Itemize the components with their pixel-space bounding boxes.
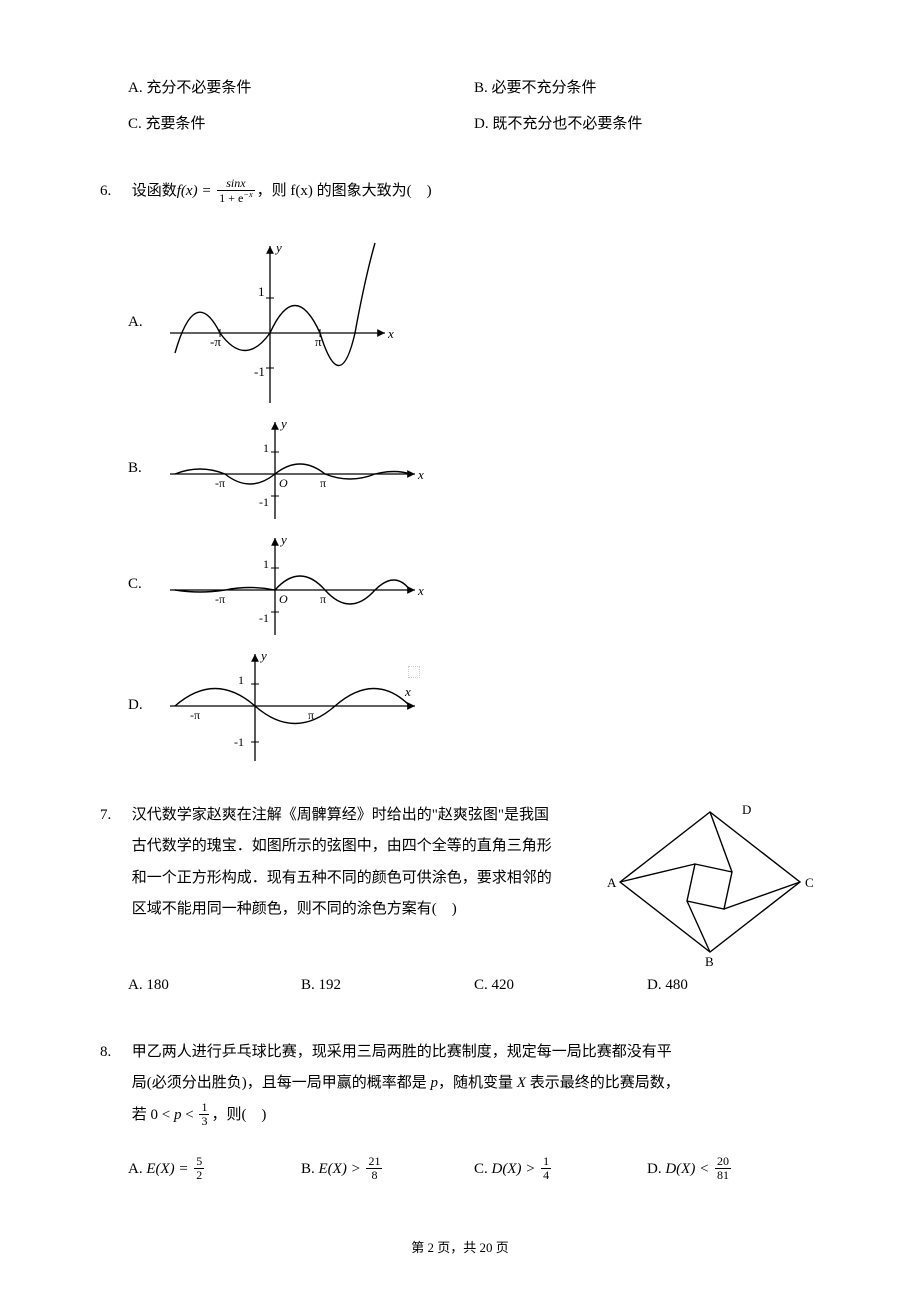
q7-figure: A B C D (600, 802, 820, 967)
svg-text:-π: -π (190, 708, 200, 722)
q6-opt-c-label: C. (128, 576, 160, 593)
q8-opt-b: B. E(X) > 218 (301, 1151, 474, 1187)
q6-opt-d-label: D. (128, 697, 160, 714)
svg-text:D: D (742, 802, 751, 817)
q8-line1: 甲乙两人进行乒乓球比赛，现采用三局两胜的比赛制度，规定每一局比赛都没有平 (132, 1044, 672, 1060)
svg-text:x: x (404, 684, 411, 699)
q6-stem-prefix: 设函数 (132, 183, 177, 199)
q5-opt-b: B. 必要不充分条件 (474, 70, 820, 106)
q6-opt-a: A. x y 1 -1 π -π (128, 238, 820, 408)
svg-text:1: 1 (263, 557, 269, 571)
q6-graph-d: x y 1 -1 π -π (160, 646, 430, 766)
q6-opt-b-label: B. (128, 460, 160, 477)
svg-text:1: 1 (263, 441, 269, 455)
q6-fraction: sinx 1 + e−x (217, 177, 254, 204)
svg-text:y: y (279, 416, 287, 431)
svg-text:π: π (320, 476, 326, 490)
svg-text:x: x (417, 467, 424, 482)
q6-frac-den: 1 + e−x (217, 191, 254, 205)
q6-number: 6. (100, 176, 128, 208)
q5-options: A. 充分不必要条件 B. 必要不充分条件 C. 充要条件 D. 既不充分也不必… (128, 70, 820, 142)
q6-opt-b: B. x y 1 -1 π -π O (128, 414, 820, 524)
q6-graph-a: x y 1 -1 π -π (160, 238, 400, 408)
q8-opt-d: D. D(X) < 2081 (647, 1151, 820, 1187)
q7: 7. 汉代数学家赵爽在注解《周髀算经》时给出的"赵爽弦图"是我国古代数学的瑰宝．… (100, 800, 820, 926)
svg-text:-1: -1 (259, 495, 269, 509)
q6-frac-num: sinx (217, 177, 254, 191)
q6-stem: 设函数f(x) = sinx 1 + e−x ，则 f(x) 的图象大致为( ) (132, 176, 792, 208)
q6: 6. 设函数f(x) = sinx 1 + e−x ，则 f(x) 的图象大致为… (100, 176, 820, 208)
svg-text:y: y (274, 240, 282, 255)
svg-text:O: O (279, 476, 288, 490)
svg-text:1: 1 (258, 284, 265, 299)
q8-opt-a: A. E(X) = 52 (128, 1151, 301, 1187)
q7-opt-c: C. 420 (474, 967, 647, 1003)
q8-frac-1-3: 13 (199, 1101, 209, 1127)
page-footer: 第 2 页，共 20 页 (100, 1237, 820, 1256)
svg-text:B: B (705, 954, 714, 967)
svg-text:y: y (259, 648, 267, 663)
svg-text:-1: -1 (254, 364, 265, 379)
q6-opt-c: C. x y 1 -1 π -π O (128, 530, 820, 640)
q8-body: 甲乙两人进行乒乓球比赛，现采用三局两胜的比赛制度，规定每一局比赛都没有平 局(必… (132, 1037, 792, 1132)
q7-opt-d: D. 480 (647, 967, 820, 1003)
svg-text:-1: -1 (259, 611, 269, 625)
q6-stem-suffix: ，则 f(x) 的图象大致为( ) (257, 183, 432, 199)
q5-opt-d: D. 既不充分也不必要条件 (474, 106, 820, 142)
svg-text:-π: -π (215, 476, 225, 490)
svg-text:-1: -1 (234, 735, 244, 749)
q7-opt-a: A. 180 (128, 967, 301, 1003)
q6-fn: f(x) = (177, 183, 212, 199)
svg-text:-π: -π (215, 592, 225, 606)
q7-number: 7. (100, 800, 128, 832)
svg-text:O: O (279, 592, 288, 606)
svg-text:C: C (805, 875, 814, 890)
svg-text:A: A (607, 875, 617, 890)
q7-text: 汉代数学家赵爽在注解《周髀算经》时给出的"赵爽弦图"是我国古代数学的瑰宝．如图所… (132, 800, 552, 926)
svg-text:x: x (417, 583, 424, 598)
q6-graph-c: x y 1 -1 π -π O (160, 530, 430, 640)
watermark-dot (408, 666, 420, 678)
svg-text:1: 1 (238, 673, 244, 687)
svg-text:π: π (320, 592, 326, 606)
q8-number: 8. (100, 1037, 128, 1069)
q8-opt-c: C. D(X) > 14 (474, 1151, 647, 1187)
q6-opt-d: D. x y 1 -1 π -π (128, 646, 820, 766)
svg-text:x: x (387, 326, 394, 341)
q5-opt-a: A. 充分不必要条件 (128, 70, 474, 106)
q8-options: A. E(X) = 52 B. E(X) > 218 C. D(X) > 14 … (128, 1151, 820, 1187)
q6-graph-b: x y 1 -1 π -π O (160, 414, 430, 524)
q5-opt-c: C. 充要条件 (128, 106, 474, 142)
q7-options: A. 180 B. 192 C. 420 D. 480 (128, 967, 820, 1003)
q8: 8. 甲乙两人进行乒乓球比赛，现采用三局两胜的比赛制度，规定每一局比赛都没有平 … (100, 1037, 820, 1132)
q6-opt-a-label: A. (128, 314, 160, 331)
svg-text:y: y (279, 532, 287, 547)
q7-opt-b: B. 192 (301, 967, 474, 1003)
